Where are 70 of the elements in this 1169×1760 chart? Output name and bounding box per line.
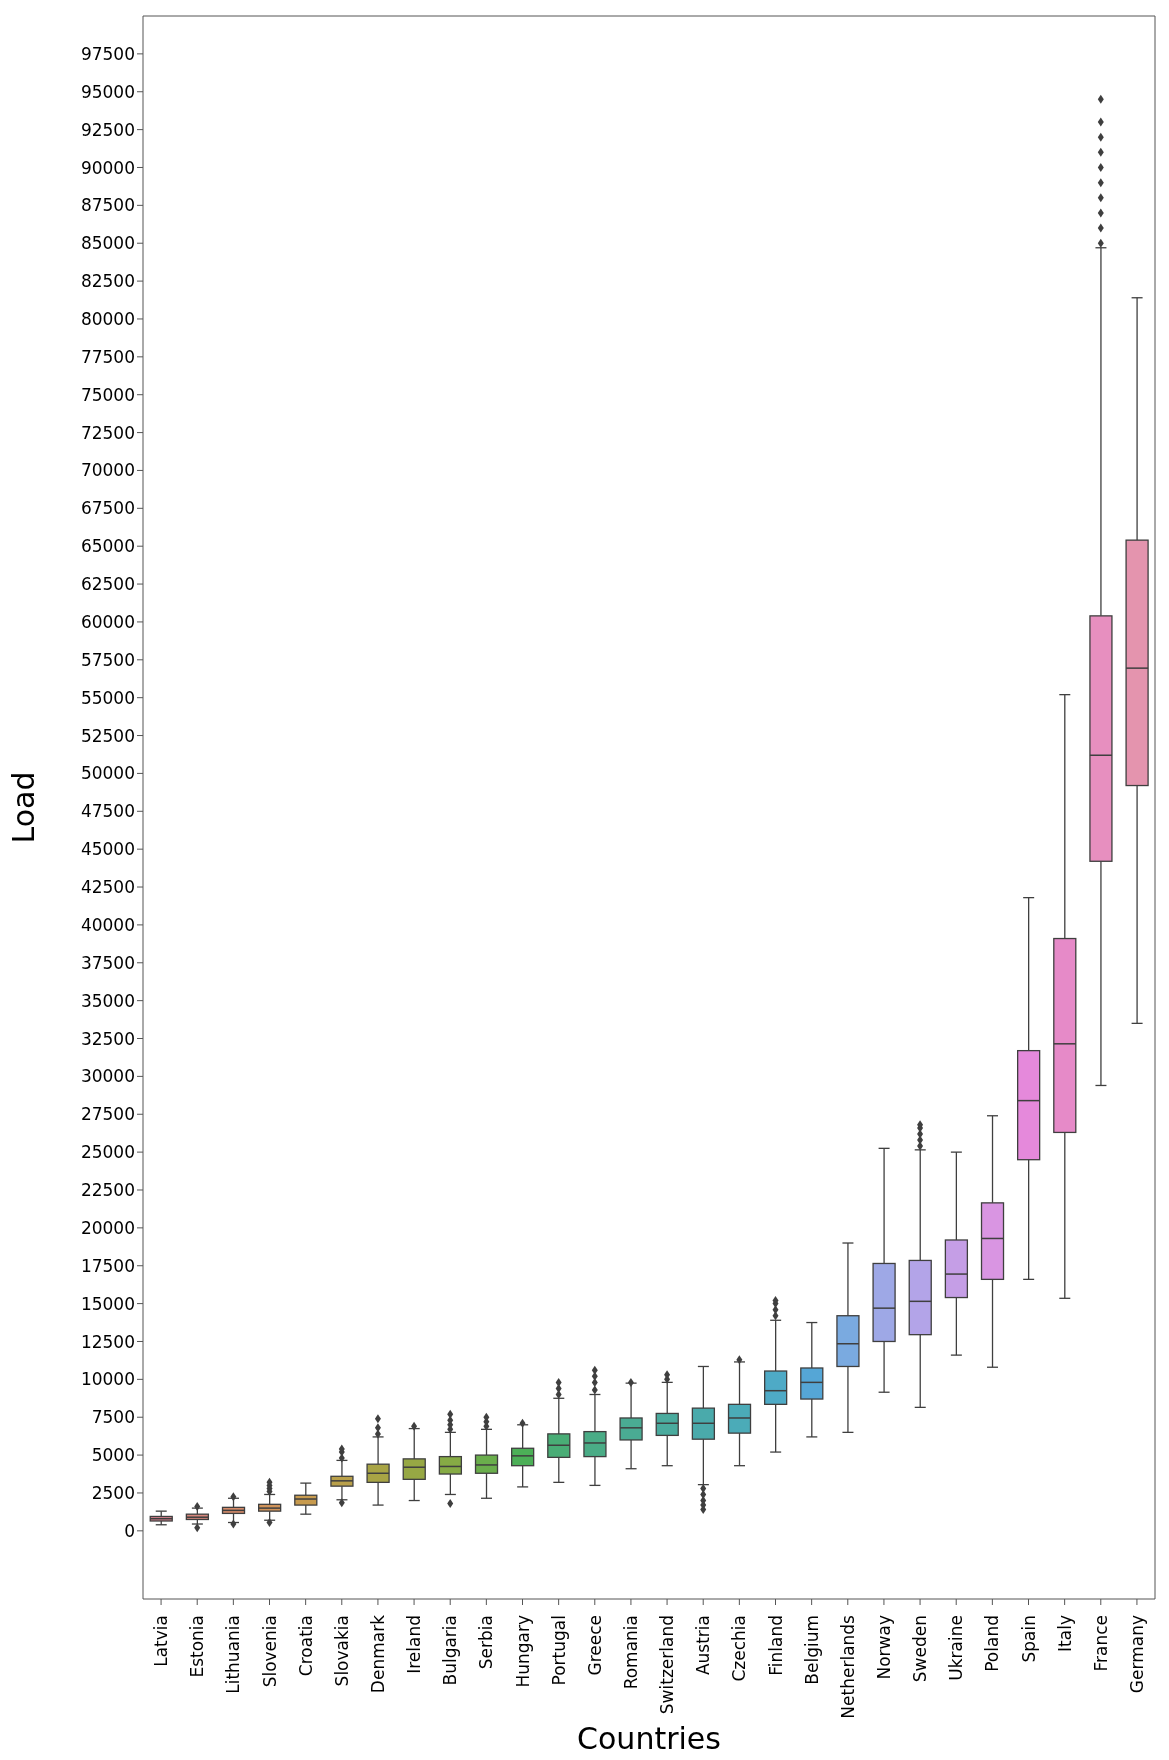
x-tick-label: Norway	[873, 1615, 894, 1680]
x-tick-label: Ireland	[404, 1615, 425, 1674]
x-axis-title: Countries	[577, 1721, 721, 1756]
x-tick-label: Ukraine	[946, 1615, 967, 1681]
x-tick-label: Latvia	[151, 1615, 172, 1667]
x-tick-label: Denmark	[367, 1614, 388, 1694]
x-tick-label: Hungary	[512, 1615, 533, 1688]
y-tick-label: 42500	[80, 877, 135, 898]
y-tick-label: 5000	[91, 1445, 135, 1466]
y-tick-label: 52500	[80, 725, 135, 746]
x-tick-label: Netherlands	[837, 1614, 858, 1719]
y-tick-label: 22500	[80, 1180, 135, 1201]
y-tick-label: 27500	[80, 1104, 135, 1125]
x-tick-label: Slovenia	[259, 1615, 280, 1688]
y-tick-label: 82500	[80, 271, 135, 292]
y-tick-label: 85000	[80, 233, 135, 254]
x-tick-label: Greece	[584, 1615, 605, 1676]
x-tick-label: Finland	[765, 1615, 786, 1676]
y-tick-label: 95000	[80, 81, 135, 102]
y-tick-label: 50000	[80, 763, 135, 784]
x-tick-label: Czechia	[729, 1615, 750, 1682]
x-tick-label: Serbia	[476, 1615, 497, 1670]
y-tick-label: 60000	[80, 611, 135, 632]
x-tick-label: Switzerland	[657, 1615, 678, 1715]
y-tick-label: 12500	[80, 1331, 135, 1352]
y-tick-label: 97500	[80, 43, 135, 64]
y-tick-label: 72500	[80, 422, 135, 443]
y-tick-label: 62500	[80, 574, 135, 595]
x-tick-label: Lithuania	[223, 1615, 244, 1694]
x-tick-label: Poland	[982, 1615, 1003, 1672]
x-tick-label: Austria	[693, 1615, 714, 1676]
y-tick-label: 55000	[80, 687, 135, 708]
y-tick-label: 40000	[80, 914, 135, 935]
x-tick-label: Croatia	[295, 1615, 316, 1677]
y-tick-label: 25000	[80, 1142, 135, 1163]
y-axis-title: Load	[5, 771, 41, 844]
y-tick-label: 67500	[80, 498, 135, 519]
x-tick-label: Romania	[620, 1615, 641, 1690]
y-tick-label: 30000	[80, 1066, 135, 1087]
x-tick-label: Spain	[1018, 1615, 1039, 1663]
y-tick-label: 37500	[80, 952, 135, 973]
y-tick-label: 75000	[80, 384, 135, 405]
y-tick-label: 35000	[80, 990, 135, 1011]
y-tick-label: 10000	[80, 1369, 135, 1390]
y-tick-label: 65000	[80, 536, 135, 557]
y-tick-label: 17500	[80, 1255, 135, 1276]
y-tick-label: 7500	[91, 1407, 135, 1428]
x-tick-label: Slovakia	[331, 1615, 352, 1687]
y-tick-label: 77500	[80, 346, 135, 367]
x-tick-label: France	[1090, 1615, 1111, 1672]
x-tick-label: Estonia	[187, 1615, 208, 1678]
y-tick-label: 92500	[80, 119, 135, 140]
x-tick-label: Germany	[1126, 1615, 1147, 1694]
x-tick-label: Sweden	[910, 1615, 931, 1683]
y-tick-label: 20000	[80, 1217, 135, 1238]
y-tick-label: 32500	[80, 1028, 135, 1049]
y-tick-label: 45000	[80, 839, 135, 860]
y-tick-label: 80000	[80, 309, 135, 329]
x-tick-label: Italy	[1054, 1615, 1075, 1652]
x-tick-label: Portugal	[548, 1615, 569, 1686]
x-tick-label: Bulgaria	[440, 1615, 461, 1686]
y-tick-label: 2500	[91, 1483, 135, 1503]
x-tick-label: Belgium	[801, 1615, 822, 1685]
y-tick-label: 0	[124, 1520, 135, 1541]
y-tick-label: 15000	[80, 1293, 135, 1314]
y-tick-label: 47500	[80, 801, 135, 822]
y-tick-label: 90000	[80, 157, 135, 178]
y-tick-label: 57500	[80, 649, 135, 670]
y-tick-label: 70000	[80, 460, 135, 481]
y-tick-label: 87500	[80, 195, 135, 216]
